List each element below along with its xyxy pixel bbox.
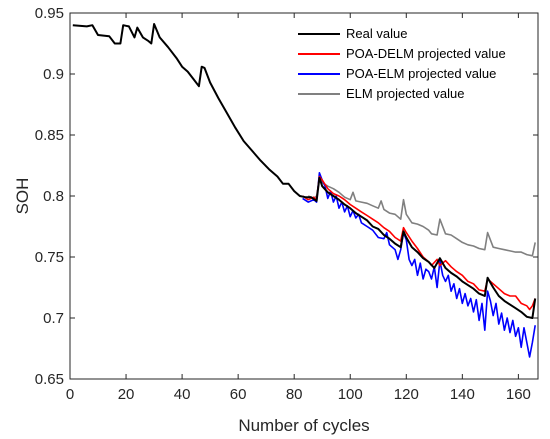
series-line-real-value xyxy=(72,23,537,319)
y-tick-label: 0.65 xyxy=(35,371,64,388)
legend-label: ELM projected value xyxy=(346,86,465,101)
x-tick-label: 80 xyxy=(286,386,303,403)
y-axis-label: SOH xyxy=(13,178,32,215)
x-tick-label: 20 xyxy=(118,386,135,403)
legend-label: POA-DELM projected value xyxy=(346,46,506,61)
series-layer xyxy=(72,23,537,358)
series-line-poa-elm-projected-value xyxy=(302,172,536,358)
series-line-elm-projected-value xyxy=(307,178,536,257)
x-tick-label: 60 xyxy=(230,386,247,403)
y-tick-label: 0.9 xyxy=(43,66,64,83)
series-line-poa-delm-projected-value xyxy=(302,175,536,311)
legend: Real value POA-DELM projected value POA-EL… xyxy=(298,26,506,101)
y-tick-label: 0.95 xyxy=(35,5,64,22)
x-tick-label: 0 xyxy=(66,386,74,403)
y-tick-label: 0.7 xyxy=(43,310,64,327)
y-tick-label: 0.75 xyxy=(35,249,64,266)
x-tick-label: 140 xyxy=(450,386,475,403)
x-tick-label: 100 xyxy=(338,386,363,403)
y-tick-label: 0.8 xyxy=(43,188,64,205)
x-tick-label: 120 xyxy=(394,386,419,403)
y-tick-label: 0.85 xyxy=(35,127,64,144)
axis-ticks: 0 20 40 60 80 100 120 140 160 0.65 0.7 0.75 0.8 0.85 0… xyxy=(35,5,538,403)
legend-label: Real value xyxy=(346,26,407,41)
legend-label: POA-ELM projected value xyxy=(346,66,496,81)
x-tick-label: 160 xyxy=(506,386,531,403)
x-axis-label: Number of cycles xyxy=(238,416,369,435)
x-tick-label: 40 xyxy=(174,386,191,403)
